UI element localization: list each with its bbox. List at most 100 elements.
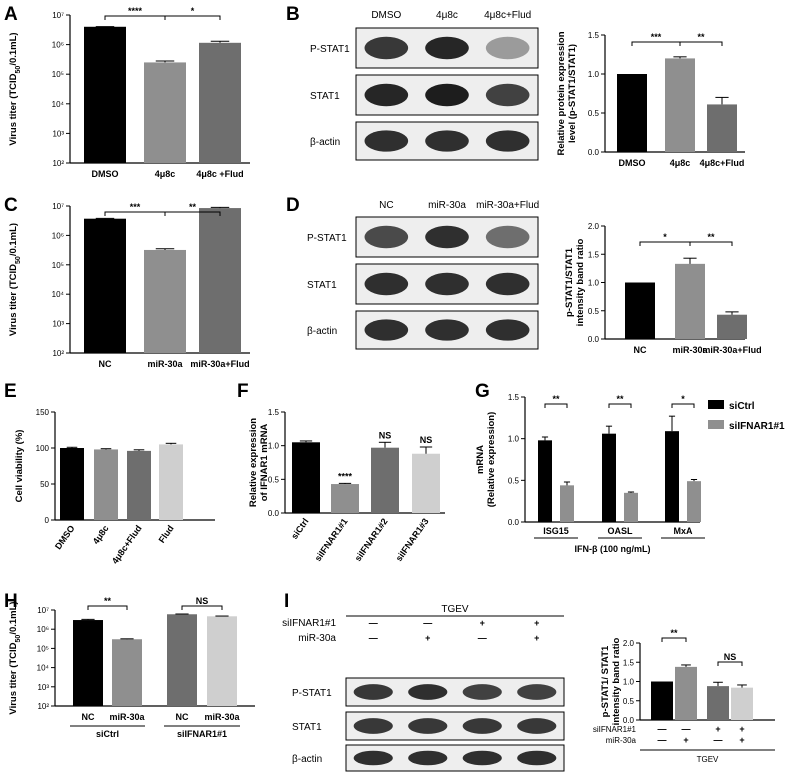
y-axis-label: p-STAT1/STAT1: [564, 247, 575, 317]
y-tick-label: 10²: [52, 349, 64, 358]
y-tick-label: 0: [45, 516, 50, 525]
y-axis-label: Virus titer (TCID50/0.1mL): [8, 32, 22, 145]
treatment-sign: —: [369, 633, 378, 643]
bar: [665, 431, 679, 522]
panel-label-i: I: [284, 591, 289, 612]
x-tick-label: miR-30a: [672, 345, 708, 355]
bar: [731, 687, 753, 720]
x-tick-label: NC: [176, 712, 189, 722]
blot-row-label: STAT1: [310, 91, 340, 102]
significance-label: *: [191, 6, 195, 16]
bar: [199, 208, 241, 353]
significance-bracket: [631, 41, 681, 46]
y-tick-label: 1.0: [588, 279, 600, 288]
lane-label: 4μ8c+Flud: [484, 10, 531, 21]
bar: [60, 448, 84, 520]
panel-label-h: H: [4, 591, 18, 612]
y-axis-label: Cell viability (%): [14, 430, 25, 503]
row-sign: +: [683, 735, 688, 745]
y-axis-label: mRNA: [475, 445, 486, 474]
bar: [73, 620, 103, 706]
lane-label: NC: [379, 200, 393, 211]
significance-label: NS: [420, 435, 433, 445]
bar: [144, 62, 186, 163]
x-axis-label: IFN-β (100 ng/mL): [575, 544, 651, 554]
significance-label: **: [616, 394, 624, 404]
y-tick-label: 10³: [52, 129, 64, 138]
legend-label: siIFNAR1#1: [729, 421, 785, 432]
lane-label: 4μ8c: [436, 10, 458, 21]
blot-band: [517, 684, 557, 700]
y-tick-label: 1.5: [588, 250, 600, 259]
y-tick-label: 1.0: [508, 435, 520, 444]
y-tick-label: 150: [36, 408, 50, 417]
y-tick-label: 10⁶: [52, 231, 64, 240]
blot-band: [364, 36, 409, 60]
blot-row-label: β-actin: [292, 754, 322, 765]
bar: [371, 447, 399, 513]
y-tick-label: 10⁴: [37, 664, 50, 673]
bar: [412, 453, 440, 513]
blot-band: [485, 319, 530, 341]
bar: [292, 442, 320, 513]
row-sign: —: [714, 735, 723, 745]
significance-label: NS: [196, 596, 209, 606]
significance-bracket: [164, 211, 221, 216]
blot-band: [462, 718, 502, 734]
y-tick-label: 2.0: [623, 639, 635, 648]
significance-bracket: [671, 403, 695, 408]
blot-band: [353, 684, 393, 700]
y-tick-label: 10⁷: [52, 11, 64, 20]
y-tick-label: 1.5: [508, 393, 520, 402]
treatment-sign: +: [480, 618, 485, 628]
chart-c: 10² 10³ 10⁴ 10⁵ 10⁶ 10⁷ NC miR-30a miR-30a+Flud V…: [8, 202, 250, 369]
y-tick-label: 1.0: [623, 678, 635, 687]
x-tick-label: Flud: [157, 523, 176, 544]
y-axis-label: (Relative expression): [486, 412, 497, 508]
bar: [602, 433, 616, 522]
y-axis-label-main: Virus titer (TCID: [8, 642, 19, 714]
x-tick-label: 4μ8c: [155, 169, 176, 179]
chart-a: 10² 10³ 10⁴ 10⁵ 10⁶ 10⁷ DMSO 4μ8c 4μ8c +Flud Viru…: [8, 6, 250, 179]
y-tick-label: 0.5: [508, 476, 520, 485]
y-axis-label: intensity band ratio: [611, 637, 622, 725]
panel-label-g: G: [475, 381, 490, 402]
y-tick-label: 10⁶: [37, 625, 49, 634]
significance-label: NS: [724, 652, 737, 662]
x-tick-label: miR-30a: [204, 712, 240, 722]
row-sign: +: [739, 735, 744, 745]
row-sign: +: [715, 724, 720, 734]
panel-label-c: C: [4, 195, 18, 216]
blot-band: [485, 130, 530, 152]
x-tick-label: MxA: [673, 526, 693, 536]
blot-band: [425, 130, 469, 152]
x-tick-label: ISG15: [543, 526, 569, 536]
bar: [665, 58, 695, 152]
significance-label: ****: [128, 6, 143, 16]
x-tick-label: siIFNAR1#1: [313, 516, 350, 563]
bar: [624, 492, 638, 522]
blot-band: [462, 684, 502, 700]
lane-label: miR-30a+Flud: [476, 200, 539, 211]
blot-band: [425, 36, 469, 60]
chart-h: 10² 10³ 10⁴ 10⁵ 10⁶ 10⁷ NC miR-30a NC miR-30a Viru…: [8, 596, 255, 739]
bar: [84, 26, 126, 164]
blot-band: [485, 225, 530, 249]
y-tick-label: 10⁷: [52, 202, 64, 211]
significance-bracket: [689, 241, 733, 246]
bar: [707, 686, 729, 720]
significance-label: **: [697, 32, 705, 42]
group-label: siCtrl: [96, 729, 119, 739]
bar: [167, 614, 197, 706]
blot-row-label: STAT1: [307, 280, 337, 291]
blot-band: [408, 718, 448, 734]
x-tick-label: 4μ8c: [670, 158, 691, 168]
x-tick-label: 4μ8c +Flud: [196, 169, 243, 179]
significance-bracket: [639, 241, 691, 246]
x-tick-label: 4μ8c+Flud: [110, 523, 144, 565]
row-sign: —: [658, 735, 667, 745]
legend-label: siCtrl: [729, 401, 755, 412]
x-tick-label: miR-30a: [147, 359, 183, 369]
y-tick-label: 10²: [52, 159, 64, 168]
y-tick-label: 1.5: [623, 658, 635, 667]
